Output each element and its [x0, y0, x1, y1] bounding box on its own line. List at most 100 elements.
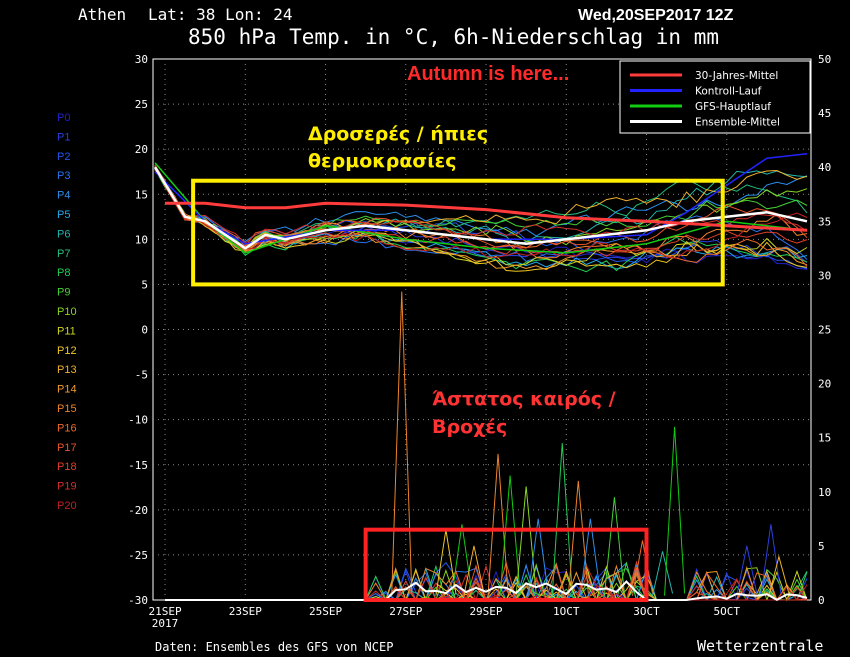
member-label-p11: P11 [57, 325, 76, 337]
member-label-p10: P10 [57, 306, 77, 318]
legend-label-control: Kontroll-Lauf [695, 86, 762, 98]
right-tick-label: 45 [818, 107, 831, 120]
climate-mean-temp-line [165, 201, 808, 232]
member-label-p14: P14 [57, 384, 77, 396]
right-tick-label: 15 [818, 432, 831, 445]
legend: 30-Jahres-Mittel Kontroll-Lauf GFS-Hauptla… [619, 60, 811, 134]
left-tick-label: 0 [141, 324, 148, 337]
precip-spike [736, 545, 758, 596]
left-axis: 30 25 20 15 10 5 0 -5 -10 -15 -20 -25 -30 [128, 53, 148, 607]
member-label-p8: P8 [57, 267, 70, 279]
member-label-p13: P13 [57, 364, 77, 376]
right-tick-label: 40 [818, 161, 831, 174]
left-tick-label: 10 [135, 233, 148, 246]
left-tick-label: 25 [135, 98, 148, 111]
annotation-boxes [191, 178, 725, 602]
precip-spike [463, 545, 485, 596]
left-tick-label: -15 [128, 459, 148, 472]
member-label-p6: P6 [57, 228, 70, 240]
x-tick-label: 29SEP [469, 605, 502, 618]
left-tick-label: -30 [128, 594, 148, 607]
precip-spike [579, 518, 601, 596]
member-label-p4: P4 [57, 190, 70, 202]
member-labels: P0 P1 P2 P3 P4 P5 P6 P7 P8 P9 P10 P11 P12 P13 P14 P15 P1… [57, 112, 77, 512]
precip-spike [551, 443, 573, 596]
precip-spike [631, 540, 654, 596]
header-coords: Lat: 38 Lon: 24 [148, 5, 293, 24]
precip-spike [652, 551, 674, 596]
member-label-p3: P3 [57, 170, 70, 182]
temperature-box [191, 178, 725, 287]
precip-spike [603, 497, 625, 596]
member-temp-line-p4 [154, 166, 808, 242]
right-tick-label: 10 [818, 486, 831, 499]
right-tick-label: 5 [818, 540, 825, 553]
left-tick-label: 20 [135, 143, 148, 156]
member-label-p15: P15 [57, 403, 77, 415]
member-label-p18: P18 [57, 461, 77, 473]
member-temp-line-p6 [154, 169, 808, 250]
temp-annotation-line-1: Δροσερές / ήπιες [308, 123, 488, 145]
left-tick-label: -5 [135, 369, 148, 382]
member-temp-line-p15 [154, 165, 808, 259]
member-label-p19: P19 [57, 481, 77, 493]
precip-spike [391, 291, 413, 596]
precip-spike [664, 426, 686, 596]
legend-label-ensmean: Ensemble-Mittel [695, 117, 780, 129]
member-label-p9: P9 [57, 287, 70, 299]
member-label-p7: P7 [57, 248, 70, 260]
ensemble-mean-precip-line [165, 580, 808, 601]
footer-source: Daten: Ensembles des GFS von NCEP [155, 640, 393, 654]
x-tick-label: 27SEP [389, 605, 422, 618]
member-label-p16: P16 [57, 422, 77, 434]
x-tick-label: 1OCT [553, 605, 580, 618]
legend-label-mean30: 30-Jahres-Mittel [695, 70, 778, 82]
ensemble-mean-temp-line [153, 166, 808, 250]
control-run-temp-line [154, 152, 808, 245]
member-label-p5: P5 [57, 209, 70, 221]
right-tick-label: 25 [818, 324, 831, 337]
precip-spike [499, 475, 521, 596]
rain-annotation-line-2: Βροχές [432, 416, 507, 438]
x-tick-label: 25SEP [309, 605, 342, 618]
rain-annotation-line-1: Άστατος καιρός / [432, 388, 616, 410]
header-date: Wed,20SEP2017 12Z [578, 7, 734, 24]
member-label-p12: P12 [57, 345, 77, 357]
member-label-p0: P0 [57, 112, 70, 124]
precip-spike [527, 518, 549, 596]
temp-annotation-line-2: θερμοκρασίες [308, 150, 456, 172]
header-title: 850 hPa Temp. in °C, 6h-Niederschlag in … [188, 25, 719, 49]
rain-box [363, 527, 649, 602]
precipitation-series [165, 291, 808, 602]
legend-label-gfs: GFS-Hauptlauf [695, 101, 771, 113]
x-tick-label: 21SEP [148, 605, 181, 618]
right-tick-label: 30 [818, 269, 831, 282]
precip-spike [487, 453, 509, 596]
footer-brand: Wetterzentrale [697, 637, 823, 655]
left-tick-label: 30 [135, 53, 148, 66]
grid [153, 59, 811, 600]
left-tick-label: -20 [128, 504, 148, 517]
left-tick-label: 5 [141, 278, 148, 291]
member-temp-line-p8 [154, 167, 808, 273]
left-tick-label: -10 [128, 414, 148, 427]
right-tick-label: 20 [818, 378, 831, 391]
left-tick-label: -25 [128, 549, 148, 562]
right-tick-label: 50 [818, 53, 831, 66]
x-tick-label: 3OCT [633, 605, 660, 618]
gfs-main-temp-line [154, 162, 808, 254]
x-year-label: 2017 [152, 617, 179, 630]
member-label-p1: P1 [57, 131, 70, 143]
right-tick-label: 35 [818, 215, 831, 228]
x-axis: 21SEP 23SEP 25SEP 27SEP 29SEP 1OCT 3OCT 5OCT 201… [148, 605, 740, 630]
member-temp-line-p13 [154, 168, 808, 249]
precip-spike [768, 554, 790, 596]
autumn-annotation: Autumn is here... [407, 63, 569, 85]
member-label-p17: P17 [57, 442, 77, 454]
key-series [153, 152, 808, 254]
member-label-p20: P20 [57, 500, 77, 512]
x-tick-label: 23SEP [229, 605, 262, 618]
right-tick-label: 0 [818, 594, 825, 607]
